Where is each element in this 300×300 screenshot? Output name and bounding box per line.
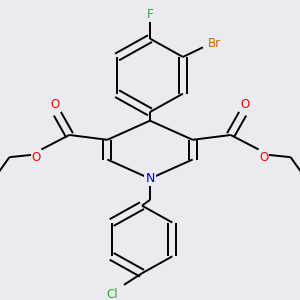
Text: O: O <box>259 151 268 164</box>
Text: O: O <box>32 151 41 164</box>
Text: O: O <box>51 98 60 111</box>
Text: F: F <box>147 8 153 21</box>
Text: O: O <box>240 98 249 111</box>
Text: N: N <box>145 172 155 185</box>
Text: Br: Br <box>208 37 221 50</box>
Text: Cl: Cl <box>106 288 118 300</box>
